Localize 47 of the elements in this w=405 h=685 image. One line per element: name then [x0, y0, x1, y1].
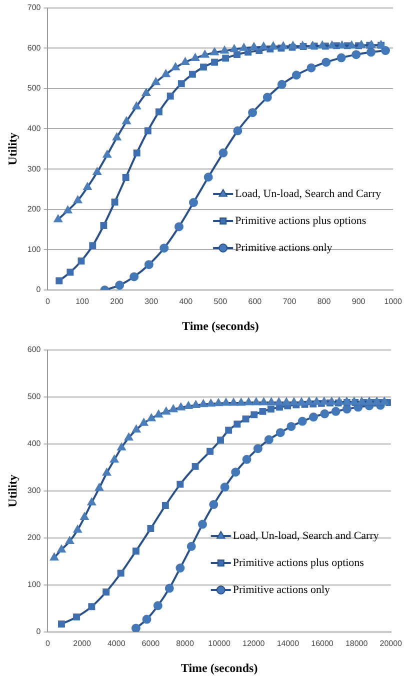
x-tick-label: 16000 — [311, 639, 334, 648]
legend-label: Primitive actions only — [232, 584, 331, 596]
y-tick-label: 600 — [27, 345, 42, 354]
y-tick-label: 100 — [27, 580, 42, 590]
y-tick-label: 0 — [36, 285, 42, 294]
x-tick-label: 0 — [46, 639, 51, 648]
x-tick-label: 2000 — [73, 639, 92, 648]
x-tick-label: 18000 — [345, 639, 368, 648]
x-tick-label: 4000 — [107, 639, 126, 648]
x-tick-label: 8000 — [176, 639, 194, 648]
y-tick-label: 300 — [27, 164, 42, 174]
x-tick-label: 200 — [110, 297, 124, 306]
y-tick-label: 700 — [27, 3, 42, 12]
y-tick-label: 300 — [27, 486, 42, 496]
x-tick-label: 6000 — [142, 639, 160, 648]
x-tick-label: 500 — [214, 297, 228, 306]
y-axis-title: Utility — [5, 474, 20, 508]
y-tick-label: 0 — [36, 627, 42, 636]
y-axis-title: Utility — [5, 132, 20, 166]
y-tick-label: 600 — [27, 43, 42, 52]
x-axis-title: Time (seconds) — [180, 660, 258, 675]
legend-label: Primitive actions only — [235, 242, 333, 254]
legend-label: Load, Un-load, Search and Carry — [235, 188, 382, 200]
x-tick-label: 12000 — [242, 639, 266, 648]
x-axis-title: Time (seconds) — [182, 318, 259, 333]
y-tick-label: 500 — [27, 392, 42, 402]
x-tick-label: 300 — [144, 297, 159, 306]
x-tick-label: 900 — [352, 297, 366, 306]
y-tick-label: 400 — [27, 439, 42, 448]
x-tick-label: 700 — [282, 297, 297, 306]
x-tick-label: 800 — [317, 297, 332, 306]
y-tick-label: 500 — [27, 84, 42, 93]
y-tick-label: 200 — [27, 204, 42, 214]
x-tick-label: 1000 — [384, 297, 403, 306]
y-tick-label: 200 — [27, 533, 42, 542]
x-tick-label: 10000 — [208, 639, 231, 648]
x-tick-label: 600 — [248, 297, 262, 306]
legend-label: Load, Un-load, Search and Carry — [232, 530, 380, 542]
legend-label: Primitive actions plus options — [235, 214, 366, 227]
y-tick-label: 100 — [27, 244, 42, 254]
x-tick-label: 400 — [179, 297, 194, 306]
x-tick-label: 14000 — [276, 639, 300, 648]
y-tick-label: 400 — [27, 124, 42, 133]
x-tick-label: 100 — [76, 297, 90, 306]
x-tick-label: 20000 — [380, 639, 403, 648]
legend-label: Primitive actions plus options — [232, 556, 364, 569]
x-tick-label: 0 — [46, 297, 51, 306]
